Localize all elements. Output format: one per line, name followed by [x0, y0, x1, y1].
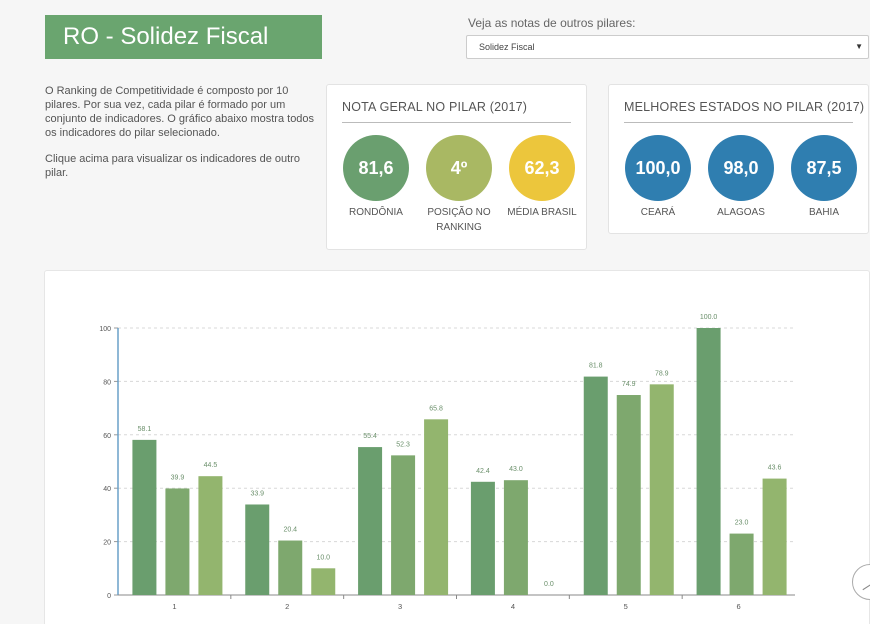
data-label: 65.8 — [429, 405, 443, 412]
data-label: 74.9 — [622, 381, 636, 388]
nota-geral-title: NOTA GERAL NO PILAR (2017) — [342, 100, 528, 114]
data-label: 81.8 — [589, 363, 603, 370]
y-tick-label: 0 — [107, 593, 111, 600]
x-tick-label: 3 — [398, 602, 402, 611]
x-tick-label: 2 — [285, 602, 289, 611]
nota-label-1: RONDÔNIA — [349, 207, 403, 218]
melhores-circle-2: 98,0 — [708, 135, 774, 201]
nota-circle-3: 62,3 — [509, 135, 575, 201]
chart-card: 0 20 40 60 80 100 58.1 39.9 44.5 1 33.9 20.4 10.0 2 55… — [44, 270, 870, 624]
x-tick-label: 4 — [511, 602, 515, 611]
y-tick-label: 60 — [103, 433, 111, 440]
bar — [391, 455, 416, 595]
divider — [624, 122, 853, 123]
nota-circle-2: 4º — [426, 135, 492, 201]
bar — [165, 488, 190, 595]
divider — [342, 122, 571, 123]
data-label: 78.9 — [655, 370, 669, 377]
y-tick-label: 100 — [99, 326, 111, 333]
chevron-up-icon: ︿ — [862, 570, 870, 594]
data-label: 20.4 — [283, 527, 297, 534]
bar — [424, 419, 449, 595]
y-tick-label: 80 — [103, 379, 111, 386]
nota-geral-card: NOTA GERAL NO PILAR (2017) 81,6 RONDÔNIA 4… — [326, 84, 587, 250]
pillar-select-label: Veja as notas de outros pilares: — [468, 16, 636, 30]
bar — [503, 480, 528, 595]
indicators-bar-chart: 02040608010058.139.944.5133.920.410.0255… — [99, 314, 795, 611]
y-tick-label: 40 — [103, 486, 111, 493]
nota-label-2: POSIÇÃO NO RANKING — [427, 207, 491, 233]
melhores-title: MELHORES ESTADOS NO PILAR (2017) — [624, 100, 865, 114]
bar — [583, 376, 608, 595]
data-label: 52.3 — [396, 441, 410, 448]
data-label: 100.0 — [700, 314, 718, 321]
melhores-label-1: CEARÁ — [640, 207, 676, 218]
intro-paragraph-1: O Ranking de Competitividade é composto … — [45, 85, 315, 139]
x-tick-label: 6 — [736, 602, 740, 611]
bar — [198, 476, 223, 595]
data-label: 10.0 — [316, 554, 330, 561]
data-label: 55.4 — [363, 433, 377, 440]
data-label: 23.0 — [735, 520, 749, 527]
pillar-select[interactable]: Solidez Fiscal ▼ — [466, 35, 869, 59]
data-label: 0.0 — [544, 581, 554, 588]
bar — [358, 447, 383, 595]
nota-label-3: MÉDIA BRASIL — [507, 207, 577, 218]
melhores-label-3: BAHIA — [808, 207, 839, 218]
data-label: 42.4 — [476, 468, 490, 475]
melhores-circle-3: 87,5 — [791, 135, 857, 201]
page-title: RO - Solidez Fiscal — [45, 15, 322, 59]
x-tick-label: 1 — [172, 602, 176, 611]
nota-circle-1: 81,6 — [343, 135, 409, 201]
caret-down-icon: ▼ — [855, 42, 863, 51]
data-label: 39.9 — [171, 474, 185, 481]
y-tick-label: 20 — [103, 540, 111, 547]
bar — [616, 395, 641, 595]
pillar-select-value: Solidez Fiscal — [479, 42, 535, 52]
data-label: 33.9 — [250, 490, 264, 497]
data-label: 58.1 — [138, 426, 152, 433]
bar — [132, 439, 157, 595]
bar — [245, 504, 270, 595]
bar — [696, 328, 721, 595]
bar — [278, 540, 303, 595]
bar — [470, 481, 495, 595]
bar — [311, 568, 336, 595]
melhores-card: MELHORES ESTADOS NO PILAR (2017) 100,0 CE… — [608, 84, 869, 234]
intro-paragraph-2: Clique acima para visualizar os indicado… — [45, 153, 300, 179]
melhores-circle-1: 100,0 — [625, 135, 691, 201]
bar — [649, 384, 674, 595]
intro-text: O Ranking de Competitividade é composto … — [45, 84, 315, 192]
data-label: 44.5 — [204, 462, 218, 469]
bar — [729, 533, 754, 595]
bar — [762, 478, 787, 595]
x-tick-label: 5 — [624, 602, 628, 611]
melhores-label-2: ALAGOAS — [717, 207, 765, 218]
data-label: 43.0 — [509, 466, 523, 473]
data-label: 43.6 — [768, 465, 782, 472]
